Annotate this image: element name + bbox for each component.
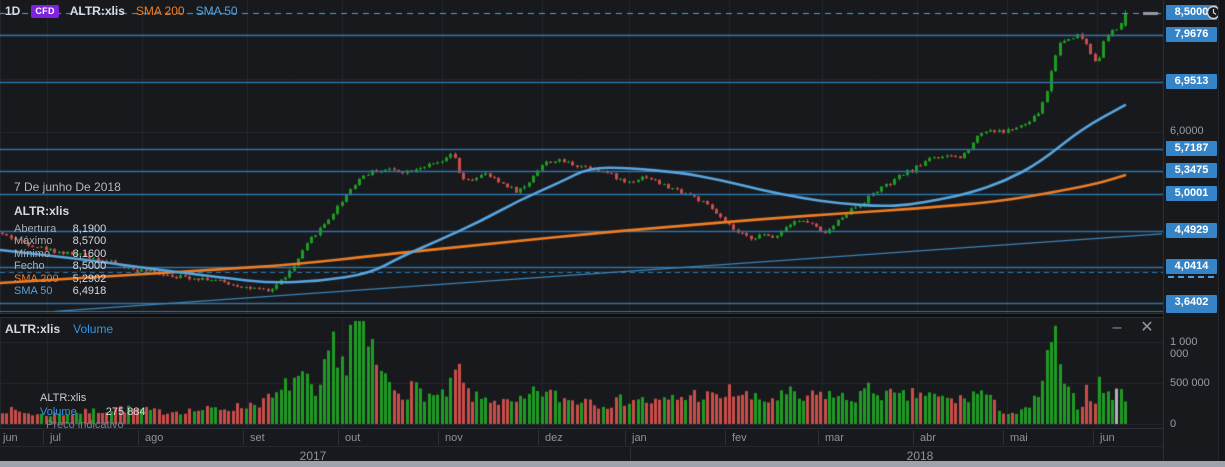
price-alert-dashed-line[interactable]: [1168, 276, 1214, 278]
month-tick: [1003, 430, 1004, 445]
price-level-label: 5,7187: [1166, 141, 1217, 156]
chart-canvas[interactable]: [0, 0, 1163, 428]
price-level-label: 5,3475: [1166, 163, 1217, 178]
month-label: jul: [50, 432, 62, 444]
volume-pane-header: ALTR:xlis Volume: [5, 322, 113, 336]
volume-axis-tick: 500 000: [1170, 377, 1210, 389]
month-label: out: [345, 432, 361, 444]
price-level-label: [1166, 308, 1217, 313]
month-label: nov: [445, 432, 463, 444]
volume-axis-tick: 1 000 000: [1170, 336, 1198, 360]
month-label: jan: [632, 432, 647, 444]
volume-pane-symbol: ALTR:xlis: [5, 322, 61, 336]
year-label: 2018: [906, 449, 934, 463]
month-tick: [338, 430, 339, 445]
chart-legend: 1D CFD ALTR:xlis SMA 200 SMA 50: [5, 4, 238, 18]
month-tick: [725, 430, 726, 445]
symbol-label[interactable]: ALTR:xlis: [69, 4, 125, 18]
close-pane-button[interactable]: ✕: [1140, 319, 1154, 336]
horizontal-scrollbar[interactable]: [0, 461, 1225, 467]
sma50-legend[interactable]: SMA 50: [195, 4, 238, 18]
month-label: dez: [545, 432, 563, 444]
month-tick: [625, 430, 626, 445]
year-label: 2017: [299, 449, 327, 463]
price-level-label: 7,9676: [1166, 27, 1217, 42]
month-tick: [243, 430, 244, 445]
year-boundary-tick: [630, 447, 631, 463]
price-level-label: 5,0001: [1166, 186, 1217, 201]
month-label: abr: [920, 432, 936, 444]
month-tick: [438, 430, 439, 445]
month-label: mar: [825, 432, 844, 444]
minimize-pane-button[interactable]: –: [1112, 319, 1122, 336]
price-axis[interactable]: 8,5000 7,9676 6,9513 5,7187 5,3475 5,0001 4,49…: [1163, 0, 1221, 461]
volume-indicator-title[interactable]: Volume: [73, 322, 114, 336]
sma200-legend[interactable]: SMA 200: [135, 4, 185, 18]
price-axis-tick: 6,0000: [1170, 125, 1204, 137]
month-label: jun: [1100, 432, 1115, 444]
month-tick: [1093, 430, 1094, 445]
month-tick: [818, 430, 819, 445]
time-axis[interactable]: jun jul ago set out nov dez jan fev mar abr mai jun …: [0, 428, 1225, 463]
year-row: 2017 2018: [0, 446, 1163, 463]
price-level-label: 4,4929: [1166, 223, 1217, 238]
month-tick: [43, 430, 44, 445]
price-axis-gutter: [1218, 0, 1225, 461]
volume-axis-tick: 0: [1170, 418, 1177, 430]
price-level-label: 4,0414: [1166, 259, 1217, 274]
price-level-label: 6,9513: [1166, 74, 1217, 89]
timeframe-label[interactable]: 1D: [5, 4, 21, 18]
pane-divider[interactable]: [0, 313, 1163, 318]
month-tick: [538, 430, 539, 445]
price-level-label: 3,6402: [1166, 295, 1217, 310]
month-row: jun jul ago set out nov dez jan fev mar abr mai jun: [0, 429, 1163, 446]
month-tick: [138, 430, 139, 445]
cfd-badge: CFD: [31, 4, 59, 18]
current-price-label: 8,5000: [1166, 5, 1217, 20]
month-label: jun: [3, 432, 18, 444]
volume-pane-buttons: – ✕: [1108, 320, 1156, 336]
month-label: mai: [1010, 432, 1028, 444]
month-label: set: [250, 432, 265, 444]
month-tick: [913, 430, 914, 445]
month-label: fev: [732, 432, 747, 444]
month-label: ago: [145, 432, 164, 444]
